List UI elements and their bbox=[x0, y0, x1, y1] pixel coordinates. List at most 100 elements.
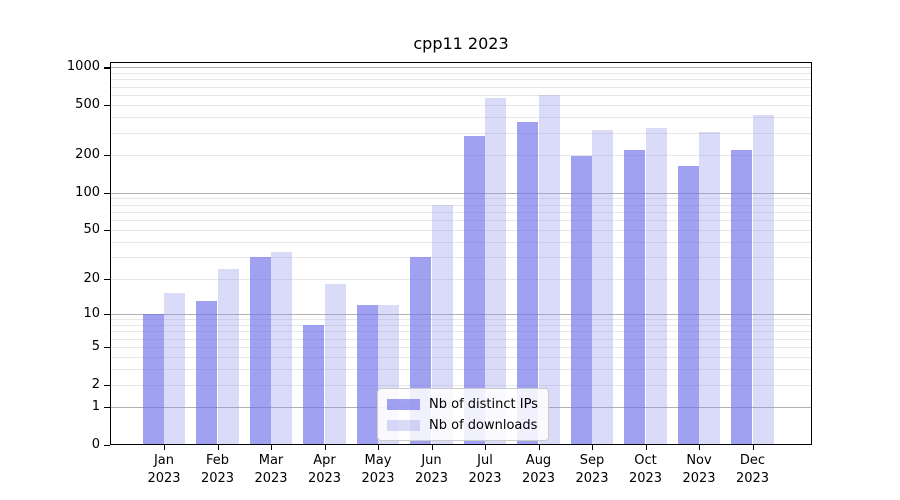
x-tick-label-feb: Feb 2023 bbox=[186, 452, 250, 488]
minor-gridline-7 bbox=[110, 331, 812, 333]
minor-gridline-600 bbox=[110, 95, 812, 97]
bar-distinct-ips-jul bbox=[463, 135, 485, 445]
y-tick-mark-2 bbox=[104, 384, 110, 387]
x-tick-month: Dec bbox=[739, 453, 766, 468]
minor-gridline-6 bbox=[110, 338, 812, 340]
major-gridline-100 bbox=[110, 192, 812, 194]
x-tick-year: 2023 bbox=[628, 471, 663, 486]
x-tick-label-dec: Dec 2023 bbox=[721, 452, 785, 488]
bar-downloads-jul bbox=[485, 98, 507, 445]
grid-layer bbox=[110, 62, 812, 445]
x-tick-label-jun: Jun 2023 bbox=[400, 452, 464, 488]
plot-area: Nb of distinct IPs Nb of downloads bbox=[110, 62, 812, 445]
y-tick-mark-1 bbox=[104, 407, 110, 409]
x-tick-month: Apr bbox=[313, 453, 336, 468]
x-tick-year: 2023 bbox=[200, 471, 235, 486]
y-tick-label-1: 1 bbox=[91, 399, 100, 415]
y-tick-mark-10 bbox=[104, 313, 110, 316]
x-tick-mark-jun bbox=[431, 445, 433, 450]
minor-gridline-20 bbox=[110, 278, 812, 280]
legend: Nb of distinct IPs Nb of downloads bbox=[377, 388, 549, 441]
bar-distinct-ips-sep bbox=[570, 156, 592, 445]
chart-title: cpp11 2023 bbox=[413, 34, 509, 53]
x-tick-mark-nov bbox=[699, 445, 701, 450]
x-tick-month: Oct bbox=[634, 453, 657, 468]
x-tick-label-may: May 2023 bbox=[346, 452, 410, 488]
x-tick-mark-may bbox=[378, 445, 380, 450]
x-tick-month: Feb bbox=[205, 453, 230, 468]
minor-gridline-3 bbox=[110, 369, 812, 371]
minor-gridline-700 bbox=[110, 86, 812, 88]
x-tick-mark-oct bbox=[645, 445, 647, 450]
x-tick-year: 2023 bbox=[735, 471, 770, 486]
y-tick-label-100: 100 bbox=[75, 184, 100, 200]
bar-downloads-feb bbox=[217, 269, 239, 445]
y-tick-mark-500 bbox=[104, 105, 110, 107]
bar-distinct-ips-mar bbox=[249, 257, 271, 445]
x-tick-label-oct: Oct 2023 bbox=[614, 452, 678, 488]
x-tick-mark-jan bbox=[164, 445, 166, 450]
bar-distinct-ips-nov bbox=[677, 165, 699, 445]
bar-distinct-ips-apr bbox=[303, 324, 325, 445]
x-tick-label-jul: Jul 2023 bbox=[453, 452, 517, 488]
y-tick-mark-1000 bbox=[104, 67, 110, 69]
x-tick-mark-apr bbox=[324, 445, 326, 450]
y-tick-label-1000: 1000 bbox=[66, 59, 100, 75]
y-tick-label-50: 50 bbox=[83, 222, 100, 237]
minor-gridline-8 bbox=[110, 324, 812, 326]
minor-gridline-2 bbox=[110, 384, 812, 386]
minor-gridline-90 bbox=[110, 198, 812, 200]
minor-gridline-900 bbox=[110, 73, 812, 74]
legend-swatch-downloads bbox=[387, 419, 420, 431]
x-tick-label-mar: Mar 2023 bbox=[239, 452, 303, 488]
legend-row-distinct-ips: Nb of distinct IPs bbox=[387, 395, 538, 413]
x-tick-label-apr: Apr 2023 bbox=[293, 452, 357, 488]
minor-gridline-800 bbox=[110, 79, 812, 81]
minor-gridline-60 bbox=[110, 220, 812, 222]
x-tick-year: 2023 bbox=[361, 471, 395, 486]
major-gridline-1000 bbox=[110, 67, 812, 69]
legend-label-downloads: Nb of downloads bbox=[429, 417, 538, 433]
bar-distinct-ips-feb bbox=[196, 300, 218, 445]
bar-distinct-ips-jan bbox=[142, 313, 164, 445]
x-tick-year: 2023 bbox=[254, 471, 288, 486]
y-tick-mark-5 bbox=[104, 347, 110, 349]
minor-gridline-40 bbox=[110, 241, 812, 243]
y-tick-mark-0 bbox=[104, 445, 110, 447]
x-tick-mark-aug bbox=[538, 445, 540, 450]
y-tick-label-0: 0 bbox=[91, 437, 100, 452]
x-tick-month: Jun bbox=[421, 453, 442, 468]
minor-gridline-9 bbox=[110, 319, 812, 321]
bar-distinct-ips-dec bbox=[731, 149, 753, 445]
x-tick-year: 2023 bbox=[147, 471, 181, 486]
x-tick-year: 2023 bbox=[468, 471, 502, 486]
x-tick-year: 2023 bbox=[307, 471, 342, 486]
y-tick-label-200: 200 bbox=[75, 147, 100, 162]
x-tick-year: 2023 bbox=[414, 471, 449, 486]
y-tick-mark-100 bbox=[104, 192, 110, 194]
bars-layer bbox=[110, 62, 812, 445]
bar-downloads-aug bbox=[538, 95, 560, 445]
x-tick-month: Jul bbox=[477, 453, 493, 468]
minor-gridline-200 bbox=[110, 155, 812, 156]
bar-distinct-ips-may bbox=[356, 304, 378, 445]
x-tick-year: 2023 bbox=[521, 471, 556, 486]
bar-downloads-dec bbox=[752, 114, 774, 445]
y-tick-label-20: 20 bbox=[83, 270, 100, 286]
bar-downloads-oct bbox=[645, 127, 667, 445]
bar-downloads-jan bbox=[164, 293, 186, 445]
minor-gridline-4 bbox=[110, 357, 812, 358]
x-tick-mark-feb bbox=[217, 445, 219, 450]
bar-distinct-ips-aug bbox=[517, 122, 539, 445]
bar-downloads-jun bbox=[431, 204, 453, 445]
minor-gridline-70 bbox=[110, 211, 812, 213]
legend-swatch-distinct-ips bbox=[387, 398, 420, 410]
x-tick-mark-jul bbox=[485, 445, 487, 450]
y-tick-mark-200 bbox=[104, 155, 110, 157]
x-tick-month: May bbox=[364, 453, 392, 468]
bar-downloads-mar bbox=[271, 252, 293, 445]
minor-gridline-400 bbox=[110, 117, 812, 119]
x-tick-month: Jan bbox=[153, 453, 175, 468]
x-tick-mark-dec bbox=[752, 445, 754, 450]
x-tick-mark-mar bbox=[271, 445, 273, 450]
